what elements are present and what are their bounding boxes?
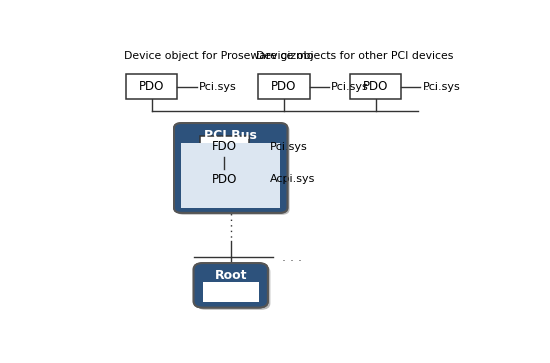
Bar	[202, 282, 259, 302]
Text: PCI Bus: PCI Bus	[204, 129, 257, 142]
Text: . . .: . . .	[282, 251, 302, 264]
Text: PDO: PDO	[363, 80, 388, 93]
Text: Pci.sys: Pci.sys	[422, 82, 460, 92]
Text: FDO: FDO	[212, 140, 237, 154]
Bar	[350, 74, 401, 99]
Text: PDO: PDO	[139, 80, 164, 93]
FancyBboxPatch shape	[194, 263, 268, 307]
Bar	[258, 74, 310, 99]
Bar	[200, 169, 249, 189]
Text: Pci.sys: Pci.sys	[270, 142, 308, 152]
Text: Device object for Proseware gizmo: Device object for Proseware gizmo	[124, 50, 314, 61]
Bar	[182, 143, 280, 208]
Bar	[200, 136, 249, 158]
Text: PDO: PDO	[271, 80, 296, 93]
Text: Root: Root	[214, 269, 247, 282]
Text: Pci.sys: Pci.sys	[199, 82, 236, 92]
Bar	[126, 74, 178, 99]
Text: Acpi.sys: Acpi.sys	[270, 174, 316, 184]
Text: Device objects for other PCI devices: Device objects for other PCI devices	[256, 50, 454, 61]
FancyBboxPatch shape	[174, 123, 288, 213]
Text: . . .: . . .	[425, 80, 444, 93]
Text: PDO: PDO	[212, 173, 237, 185]
FancyBboxPatch shape	[176, 125, 289, 215]
FancyBboxPatch shape	[194, 263, 268, 307]
FancyBboxPatch shape	[196, 265, 271, 310]
Text: Pci.sys: Pci.sys	[331, 82, 368, 92]
FancyBboxPatch shape	[174, 123, 288, 213]
